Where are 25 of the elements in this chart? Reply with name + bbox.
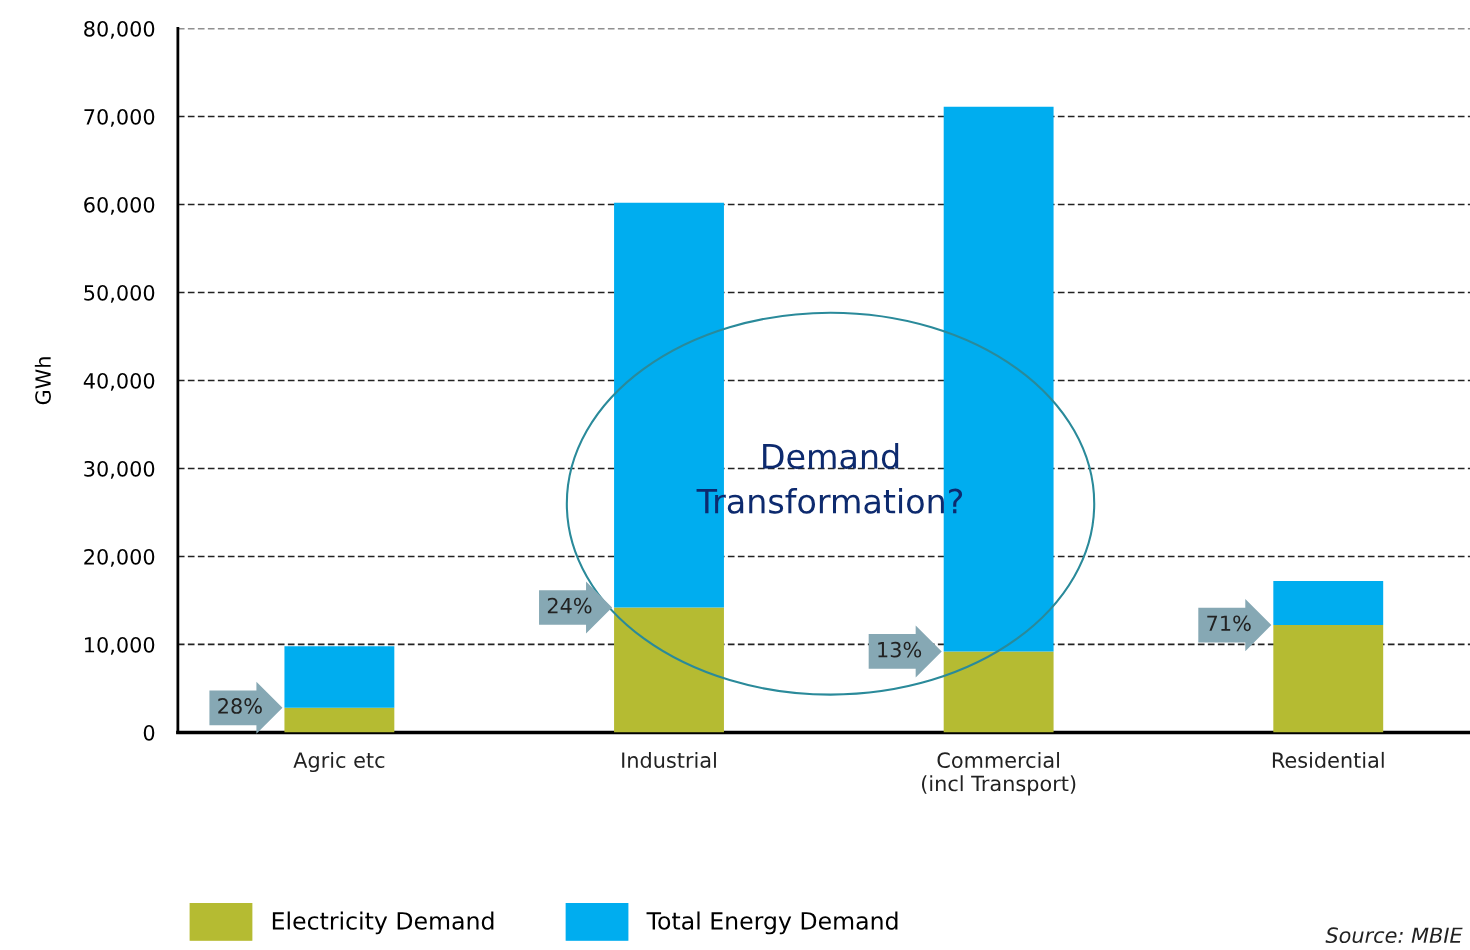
bar: [614, 607, 724, 733]
annotation: 13%: [878, 641, 922, 658]
legend-label: Total Energy Demand: [646, 911, 898, 935]
y-tick-label: 0: [143, 724, 155, 741]
annotation: 28%: [218, 698, 262, 714]
legend-label: Electricity Demand: [272, 911, 494, 935]
y-axis-title: GWh: [34, 357, 51, 405]
annotation: 71%: [1207, 615, 1251, 632]
bar: [943, 651, 1054, 733]
x-tick-label: Commercial (incl Transport): [922, 751, 1076, 796]
x-tick-label: Agric etc: [293, 751, 385, 773]
bar: [284, 646, 395, 708]
x-tick-label: Industrial: [622, 751, 716, 769]
bar: [1273, 625, 1384, 733]
y-tick-label: 10,000: [85, 636, 155, 655]
y-tick-label: 20,000: [84, 548, 155, 567]
y-tick-label: 80,000: [84, 20, 155, 39]
x-tick-label: Residential: [1272, 751, 1384, 769]
y-tick-label: 30,000: [84, 460, 155, 479]
annotation: 24%: [547, 597, 592, 614]
y-tick-label: 50,000: [84, 284, 155, 303]
y-tick-label: 40,000: [83, 372, 155, 391]
y-tick-label: 60,000: [84, 196, 155, 215]
source-note: Source: MBIE: [1325, 927, 1463, 944]
y-tick-label: 70,000: [84, 108, 155, 127]
